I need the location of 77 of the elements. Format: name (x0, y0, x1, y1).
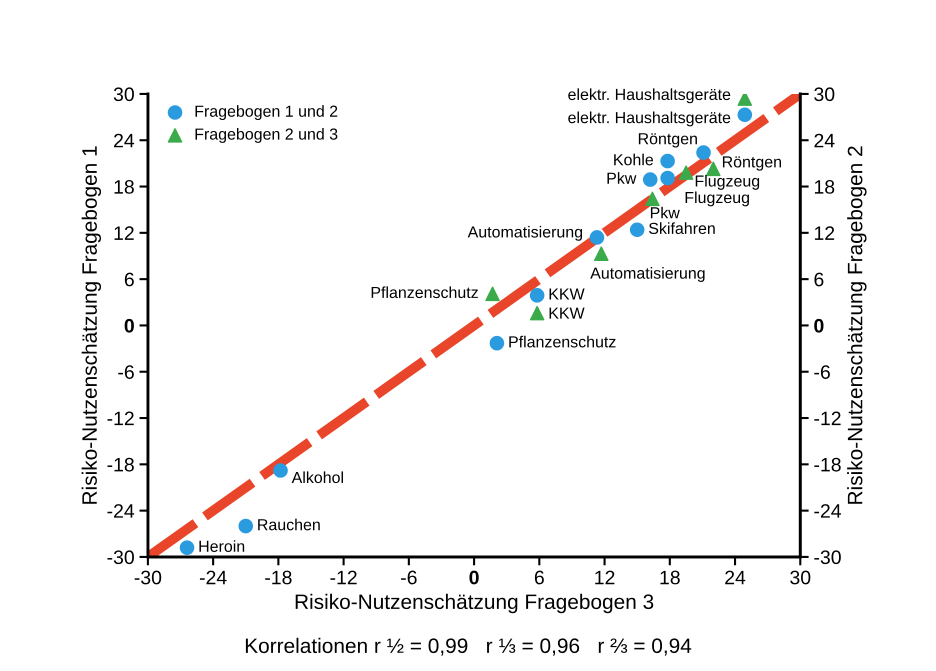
annotation: Flugzeug (686, 191, 749, 206)
y-tick-label: 12 (114, 226, 134, 240)
annotation: Kohle (614, 154, 654, 166)
point (594, 246, 609, 261)
y-axis-title: Risiko-Nutzenschätzung Fragebogen 1 (82, 146, 102, 504)
annotation: KKW (550, 308, 585, 319)
y-tick-label: -6 (118, 365, 134, 379)
point (530, 288, 544, 303)
y-tick-label: 30 (114, 87, 134, 102)
legend-label: Fragebogen 2 und 3 (196, 128, 338, 143)
annotation: Pflanzenschutz (372, 286, 478, 298)
y2-tick-label: -30 (814, 550, 841, 564)
annotation: elektr. Haushaltsgeräte (568, 111, 730, 126)
annotation: Röntgen (638, 133, 697, 148)
x-tick-label: -12 (330, 570, 357, 584)
legend-label: Fragebogen 1 und 2 (196, 105, 338, 120)
annotation: Rauchen (258, 518, 320, 530)
annotation: KKW (550, 288, 585, 300)
annotation: Heroin (199, 540, 244, 552)
annotation: Pkw (650, 206, 680, 218)
y-tick-label: 6 (124, 272, 134, 286)
annotation: elektr. Haushaltsgeräte (568, 88, 730, 104)
point (660, 154, 675, 168)
y2-tick-label: 30 (814, 87, 834, 102)
x-tick-label: -24 (200, 570, 227, 584)
annotation: Flugzeug (696, 174, 760, 190)
annotation: Pkw (607, 172, 636, 184)
x-tick-label: 0 (469, 570, 479, 584)
text: Korrelationen r ½ = 0,99 r ⅓ = 0,96 r ⅔ = 0,94 (246, 638, 692, 656)
y-tick-label: -12 (107, 412, 134, 426)
x-axis-title: Risiko-Nutzenschätzung Fragebogen 3 (296, 594, 654, 614)
annotation: Automatisierung (468, 226, 582, 241)
y-tick-label: 24 (114, 134, 134, 148)
y2-tick-label: 18 (814, 180, 834, 194)
y2-tick-label: 6 (814, 272, 824, 286)
point (660, 170, 675, 186)
point (678, 165, 694, 180)
y2-tick-label: -6 (814, 365, 830, 379)
y-tick-label: 0 (124, 318, 134, 333)
x-tick-label: 12 (595, 570, 614, 584)
y-tick-label: -24 (107, 504, 134, 518)
point (696, 145, 711, 160)
point (706, 162, 721, 176)
point (738, 94, 752, 106)
point (485, 286, 500, 302)
point (273, 463, 288, 478)
x-tick-label: -6 (401, 570, 417, 584)
x-tick-label: 6 (534, 570, 544, 584)
point (530, 306, 544, 320)
point (642, 172, 658, 187)
point (490, 336, 504, 350)
y2-tick-label: -12 (814, 412, 841, 426)
y-tick-label: -18 (107, 458, 134, 472)
annotation: Alkohol (292, 471, 343, 484)
point (630, 222, 644, 238)
x-tick-label: 24 (725, 570, 746, 584)
y2-tick-label: -18 (814, 458, 841, 472)
point (238, 518, 254, 534)
x-tick-label: -30 (134, 570, 162, 584)
y2-tick-label: 12 (814, 226, 834, 240)
x-tick-label: -18 (265, 570, 292, 584)
y2-tick-label: 24 (814, 134, 835, 148)
point (738, 107, 752, 122)
y-tick-label: 18 (114, 180, 134, 194)
y2-tick-label: 0 (814, 318, 824, 333)
y-tick-label: -30 (107, 550, 134, 564)
annotation: Röntgen (722, 156, 781, 171)
point (180, 540, 194, 555)
y2-tick-label: -24 (814, 504, 842, 518)
y2-axis-title: Risiko-Nutzenschätzung Fragebogen 2 (847, 146, 867, 504)
x-tick-label: 30 (790, 570, 810, 584)
annotation: Pflanzenschutz (509, 336, 616, 348)
point (590, 230, 604, 245)
point (645, 192, 660, 206)
annotation: Skifahren (649, 222, 715, 234)
x-tick-label: 18 (660, 570, 680, 584)
annotation: Automatisierung (590, 267, 705, 282)
